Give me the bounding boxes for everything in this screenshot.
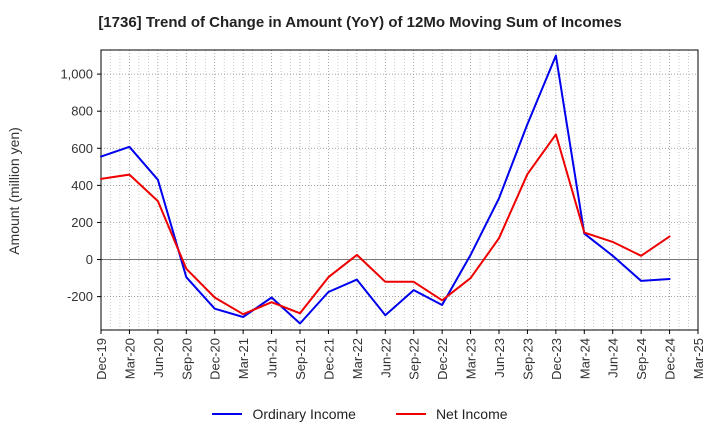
x-tick-label: Sep-21 [293,338,308,380]
legend-label-net-income: Net Income [435,406,508,422]
y-tick-label: 1,000 [60,67,93,82]
x-tick-label: Jun-22 [378,338,393,378]
x-tick-label: Dec-20 [208,338,223,380]
x-tick-label: Dec-23 [549,338,564,380]
x-tick-label: Mar-24 [577,338,592,379]
y-tick-label: 200 [71,215,93,230]
x-tick-label: Sep-20 [179,338,194,380]
x-tick-label: Sep-24 [634,338,649,380]
series-layer [100,54,671,325]
x-tick-label: Jun-23 [492,338,507,378]
x-tick-label: Mar-23 [464,338,479,379]
y-tick-label: 800 [71,104,93,119]
x-tick-label: Sep-22 [407,338,422,380]
y-tick-label: 0 [86,252,93,267]
x-tick-label: Mar-25 [691,338,706,379]
x-tick-label: Sep-23 [520,338,535,380]
y-tick-label: 400 [71,178,93,193]
chart-title: [1736] Trend of Change in Amount (YoY) o… [98,14,622,31]
x-tick-label: Mar-20 [122,338,137,379]
legend-item-ordinary-income[interactable]: Ordinary Income [212,406,356,422]
legend-label-ordinary-income: Ordinary Income [252,406,356,422]
axis-layer: -200 0 200 400 600 800 1,000 Dec-19 Mar-20 Jun-20… [60,49,706,380]
x-tick-label: Dec-22 [435,338,450,380]
chart-legend: Ordinary Income Net Income [0,406,720,422]
x-tick-label: Mar-21 [236,338,251,379]
x-tick-label: Dec-21 [321,338,336,380]
y-tick-label: 600 [71,141,93,156]
legend-swatch-ordinary-income [212,413,243,415]
x-tick-label: Dec-19 [94,338,109,380]
x-tick-label: Jun-24 [606,338,621,378]
legend-swatch-net-income [395,413,426,415]
y-tick-label: -200 [67,289,93,304]
legend-item-net-income[interactable]: Net Income [395,406,508,422]
x-tick-label: Mar-22 [350,338,365,379]
series-line-ordinary-income [100,54,671,325]
plot-frame [100,49,699,331]
x-tick-label: Dec-24 [663,338,678,380]
grid-layer [100,50,699,330]
y-axis-label: Amount (million yen) [6,127,22,255]
series-line-net-income [100,133,671,316]
x-tick-label: Jun-20 [151,338,166,378]
x-tick-label: Jun-21 [265,338,280,378]
